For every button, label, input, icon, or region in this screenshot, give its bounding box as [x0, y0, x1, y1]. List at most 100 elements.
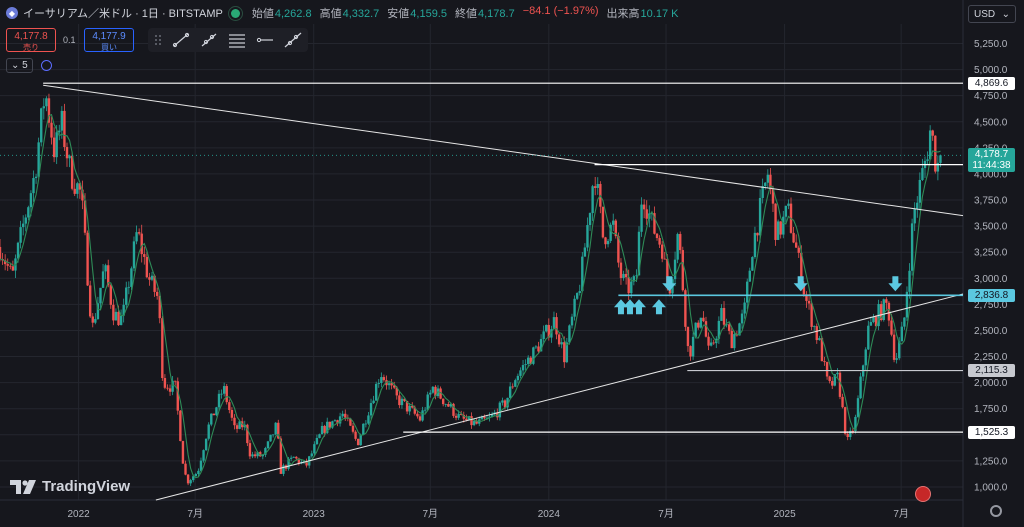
candle-body: [320, 425, 324, 435]
candle-body: [557, 334, 561, 345]
candle-body: [722, 307, 726, 325]
sell-button[interactable]: 4,177.8 売り: [6, 28, 56, 52]
candle-body: [805, 294, 808, 301]
candle: [416, 410, 419, 419]
candle-body: [931, 130, 934, 136]
us-flag-icon[interactable]: [915, 486, 931, 502]
candle-body: [11, 266, 15, 271]
currency-selector[interactable]: USD ⌄: [968, 5, 1016, 23]
fib-retracement-icon[interactable]: [228, 32, 246, 48]
candle: [843, 406, 847, 436]
candle-body: [568, 325, 571, 343]
candle: [174, 380, 177, 386]
candle: [55, 125, 58, 165]
extended-line-icon[interactable]: [284, 32, 302, 48]
candle-body: [503, 400, 507, 408]
candle-body: [186, 474, 190, 484]
candle-body: [65, 147, 69, 159]
candle: [24, 214, 27, 232]
candle-body: [117, 311, 120, 326]
candle-body: [377, 382, 380, 384]
candle-body: [107, 265, 110, 286]
candle: [593, 176, 597, 196]
candle-body: [318, 434, 321, 438]
candle-body: [928, 130, 932, 160]
candle: [573, 295, 576, 321]
candle: [913, 202, 916, 232]
candle-body: [586, 225, 589, 248]
candle-body: [210, 413, 213, 425]
candle: [305, 458, 308, 468]
candle-body: [565, 342, 569, 363]
candle: [583, 243, 587, 257]
candle-body: [166, 387, 169, 389]
candle-body: [843, 407, 847, 434]
candle: [292, 456, 295, 458]
candle-body: [215, 407, 218, 416]
candle-body: [707, 336, 710, 346]
candle: [45, 96, 48, 112]
candle: [645, 200, 648, 225]
drag-handle-icon[interactable]: [154, 33, 162, 47]
candle: [756, 232, 759, 242]
candle-body: [431, 386, 435, 393]
candle: [367, 412, 370, 425]
candle-body: [32, 178, 35, 194]
candle-body: [403, 398, 406, 401]
candle-body: [846, 433, 849, 437]
candle-body: [743, 302, 746, 314]
gear-icon[interactable]: [990, 505, 1002, 517]
candle: [109, 283, 112, 309]
ray-line-icon[interactable]: [200, 32, 218, 48]
candle-body: [248, 443, 252, 457]
candle-body: [854, 416, 857, 431]
candle: [19, 220, 22, 249]
candle-body: [640, 204, 643, 232]
candle: [872, 313, 875, 324]
candle: [738, 322, 741, 336]
candle-body: [836, 372, 839, 375]
candle-body: [606, 240, 610, 245]
candle-body: [581, 256, 584, 292]
indicator-icon[interactable]: [40, 60, 52, 71]
indicator-toggle[interactable]: ⌄ 5: [6, 58, 33, 73]
candle-body: [475, 421, 478, 424]
candle-body: [333, 420, 337, 422]
candle: [697, 320, 700, 330]
candle: [86, 230, 89, 287]
trend-line-icon[interactable]: [172, 32, 190, 48]
candle-body: [279, 438, 283, 474]
candle: [637, 226, 641, 276]
candle-body: [295, 456, 298, 459]
candle-body: [934, 135, 937, 172]
candle: [709, 338, 713, 347]
candle: [766, 169, 770, 188]
buy-button[interactable]: 4,177.9 買い: [84, 28, 134, 52]
candle: [514, 378, 517, 388]
candle-body: [872, 316, 875, 323]
y-tick-label: 4,750.0: [974, 91, 1008, 102]
candle-body: [42, 106, 46, 109]
candle: [331, 420, 334, 429]
horizontal-ray-icon[interactable]: [256, 32, 274, 48]
candle-body: [88, 285, 92, 317]
candle: [764, 182, 767, 190]
candle-body: [903, 317, 906, 327]
symbol-title[interactable]: イーサリアム／米ドル · 1日 · BITSTAMP: [23, 8, 223, 20]
candle-body: [813, 326, 816, 327]
candle: [145, 251, 149, 279]
candle: [454, 413, 458, 421]
candle: [931, 129, 934, 141]
candle: [679, 231, 682, 254]
candle: [447, 401, 450, 408]
candle: [274, 422, 277, 436]
candle: [65, 142, 69, 167]
candle-body: [174, 380, 177, 382]
candle-body: [619, 262, 623, 278]
candle-body: [797, 247, 800, 253]
candle: [405, 400, 409, 415]
candle: [351, 423, 355, 434]
candle: [707, 332, 710, 351]
candle: [815, 323, 818, 344]
